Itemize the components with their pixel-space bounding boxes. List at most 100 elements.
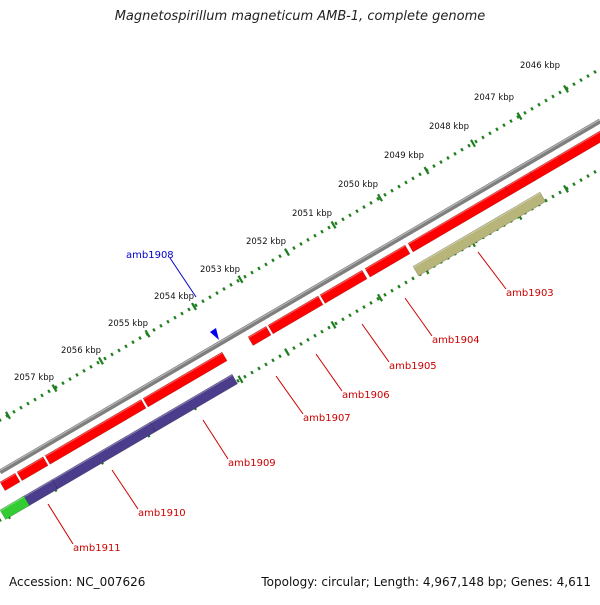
scale-tick [376, 196, 380, 201]
scale-tick [0, 418, 2, 422]
gene-block-amb1909-reverse-sheen [149, 374, 233, 424]
gene-label-amb1907: amb1907 [303, 413, 351, 424]
scale-tick [243, 374, 247, 379]
scale-major-tick [98, 356, 104, 365]
scale-tick [299, 341, 303, 346]
scale-tick [96, 360, 100, 365]
scale-tick [110, 352, 114, 357]
gene-block-sheen [529, 156, 559, 174]
scale-tick [208, 295, 212, 300]
scale-tick [299, 241, 303, 246]
gene-label-amb1911: amb1911 [73, 543, 121, 554]
scale-label: 2050 kbp [338, 180, 378, 190]
scale-tick [453, 151, 457, 156]
gene-block-amb1911-reverse-sheen [21, 480, 53, 499]
scale-tick [341, 217, 345, 222]
scale-major-tick [237, 375, 244, 384]
scale-tick [334, 221, 338, 226]
scale-tick [355, 309, 359, 314]
scale-tick [292, 246, 296, 250]
scale-tick [320, 329, 324, 334]
scale-tick [474, 139, 478, 144]
scale-tick [432, 164, 436, 169]
scale-major-tick [5, 411, 11, 420]
scale-major-tick [51, 384, 58, 393]
scale-tick [292, 346, 296, 350]
scale-major-tick [284, 348, 290, 357]
scale-tick [404, 180, 408, 185]
scale-major-tick [516, 112, 523, 121]
gene-label-amb1903: amb1903 [506, 288, 554, 299]
scale-tick [572, 82, 576, 87]
scale-tick [250, 270, 254, 275]
scale-tick [201, 299, 205, 304]
scale-tick [222, 287, 226, 291]
scale-tick [397, 184, 401, 189]
gene-block-amb1911-sheen [16, 457, 44, 474]
scale-tick [5, 413, 9, 418]
scale-tick [593, 69, 597, 74]
scale-major-tick [423, 166, 430, 175]
scale-tick [33, 397, 37, 402]
scale-tick [250, 370, 254, 375]
scale-label: 2049 kbp [384, 151, 424, 161]
scale-tick [117, 348, 121, 353]
scale-tick [12, 409, 16, 414]
scale-tick [397, 284, 401, 289]
scale-tick [236, 278, 240, 283]
scale-major-tick [377, 193, 383, 202]
scale-label: 2047 kbp [474, 93, 514, 103]
scale-tick [278, 354, 282, 359]
scale-tick [467, 143, 471, 148]
scale-tick [348, 313, 352, 318]
scale-tick [271, 258, 275, 263]
gene-block-sheen [0, 473, 16, 484]
gene-block-amb1907 [267, 295, 324, 335]
gene-block-amb1906-sheen [319, 270, 363, 297]
gene-block-green [0, 495, 30, 520]
scale-tick [537, 102, 541, 107]
scale-tick [68, 377, 72, 381]
scale-label: 2046 kbp [520, 61, 560, 71]
scale-tick [579, 178, 583, 183]
scale-tick [565, 86, 569, 91]
gene-labels: amb1903 amb1904 amb1905 amb1906 amb1907 amb19… [73, 250, 554, 554]
scale-major-tick [377, 293, 383, 302]
gene-block-sheen [557, 131, 600, 158]
scale-major-tick [330, 320, 337, 329]
scale-tick [187, 307, 191, 312]
scale-tick [138, 336, 142, 341]
gene-block [504, 171, 536, 196]
scale-tick [306, 237, 310, 242]
scale-tick [446, 155, 450, 160]
gene-block-amb1910-sheen [44, 400, 142, 458]
scale-tick [460, 147, 464, 152]
scale-label: 2054 kbp [154, 292, 194, 302]
gene-label-amb1904: amb1904 [432, 335, 480, 346]
scale-tick [404, 280, 408, 285]
genome-summary-text: Topology: circular; Length: 4,967,148 bp… [261, 575, 591, 589]
scale-tick [586, 174, 590, 178]
scale-label: 2055 kbp [108, 319, 148, 329]
scale-tick [523, 110, 527, 115]
scale-label: 2057 kbp [14, 373, 54, 383]
scale-tick [271, 358, 275, 363]
scale-major-tick [144, 329, 151, 338]
scale-tick [124, 344, 128, 349]
scale-tick [488, 131, 492, 136]
scale-tick [166, 319, 170, 324]
gene-leader-amb1911 [47, 503, 74, 545]
scale-tick [54, 385, 58, 390]
scale-label: 2048 kbp [429, 122, 469, 132]
gene-block [0, 472, 21, 492]
scale-tick [327, 225, 331, 230]
gene-features [0, 130, 600, 520]
gene-block-amb1903-sheen [412, 192, 541, 268]
scale-tick [579, 78, 583, 83]
gene-leader-amb1906 [315, 353, 343, 392]
scale-tick [383, 192, 387, 197]
gene-block-amb1907-sheen [267, 296, 319, 327]
scale-tick [502, 123, 506, 128]
scale-tick [243, 274, 247, 279]
gene-marker-amb1908 [210, 328, 219, 340]
